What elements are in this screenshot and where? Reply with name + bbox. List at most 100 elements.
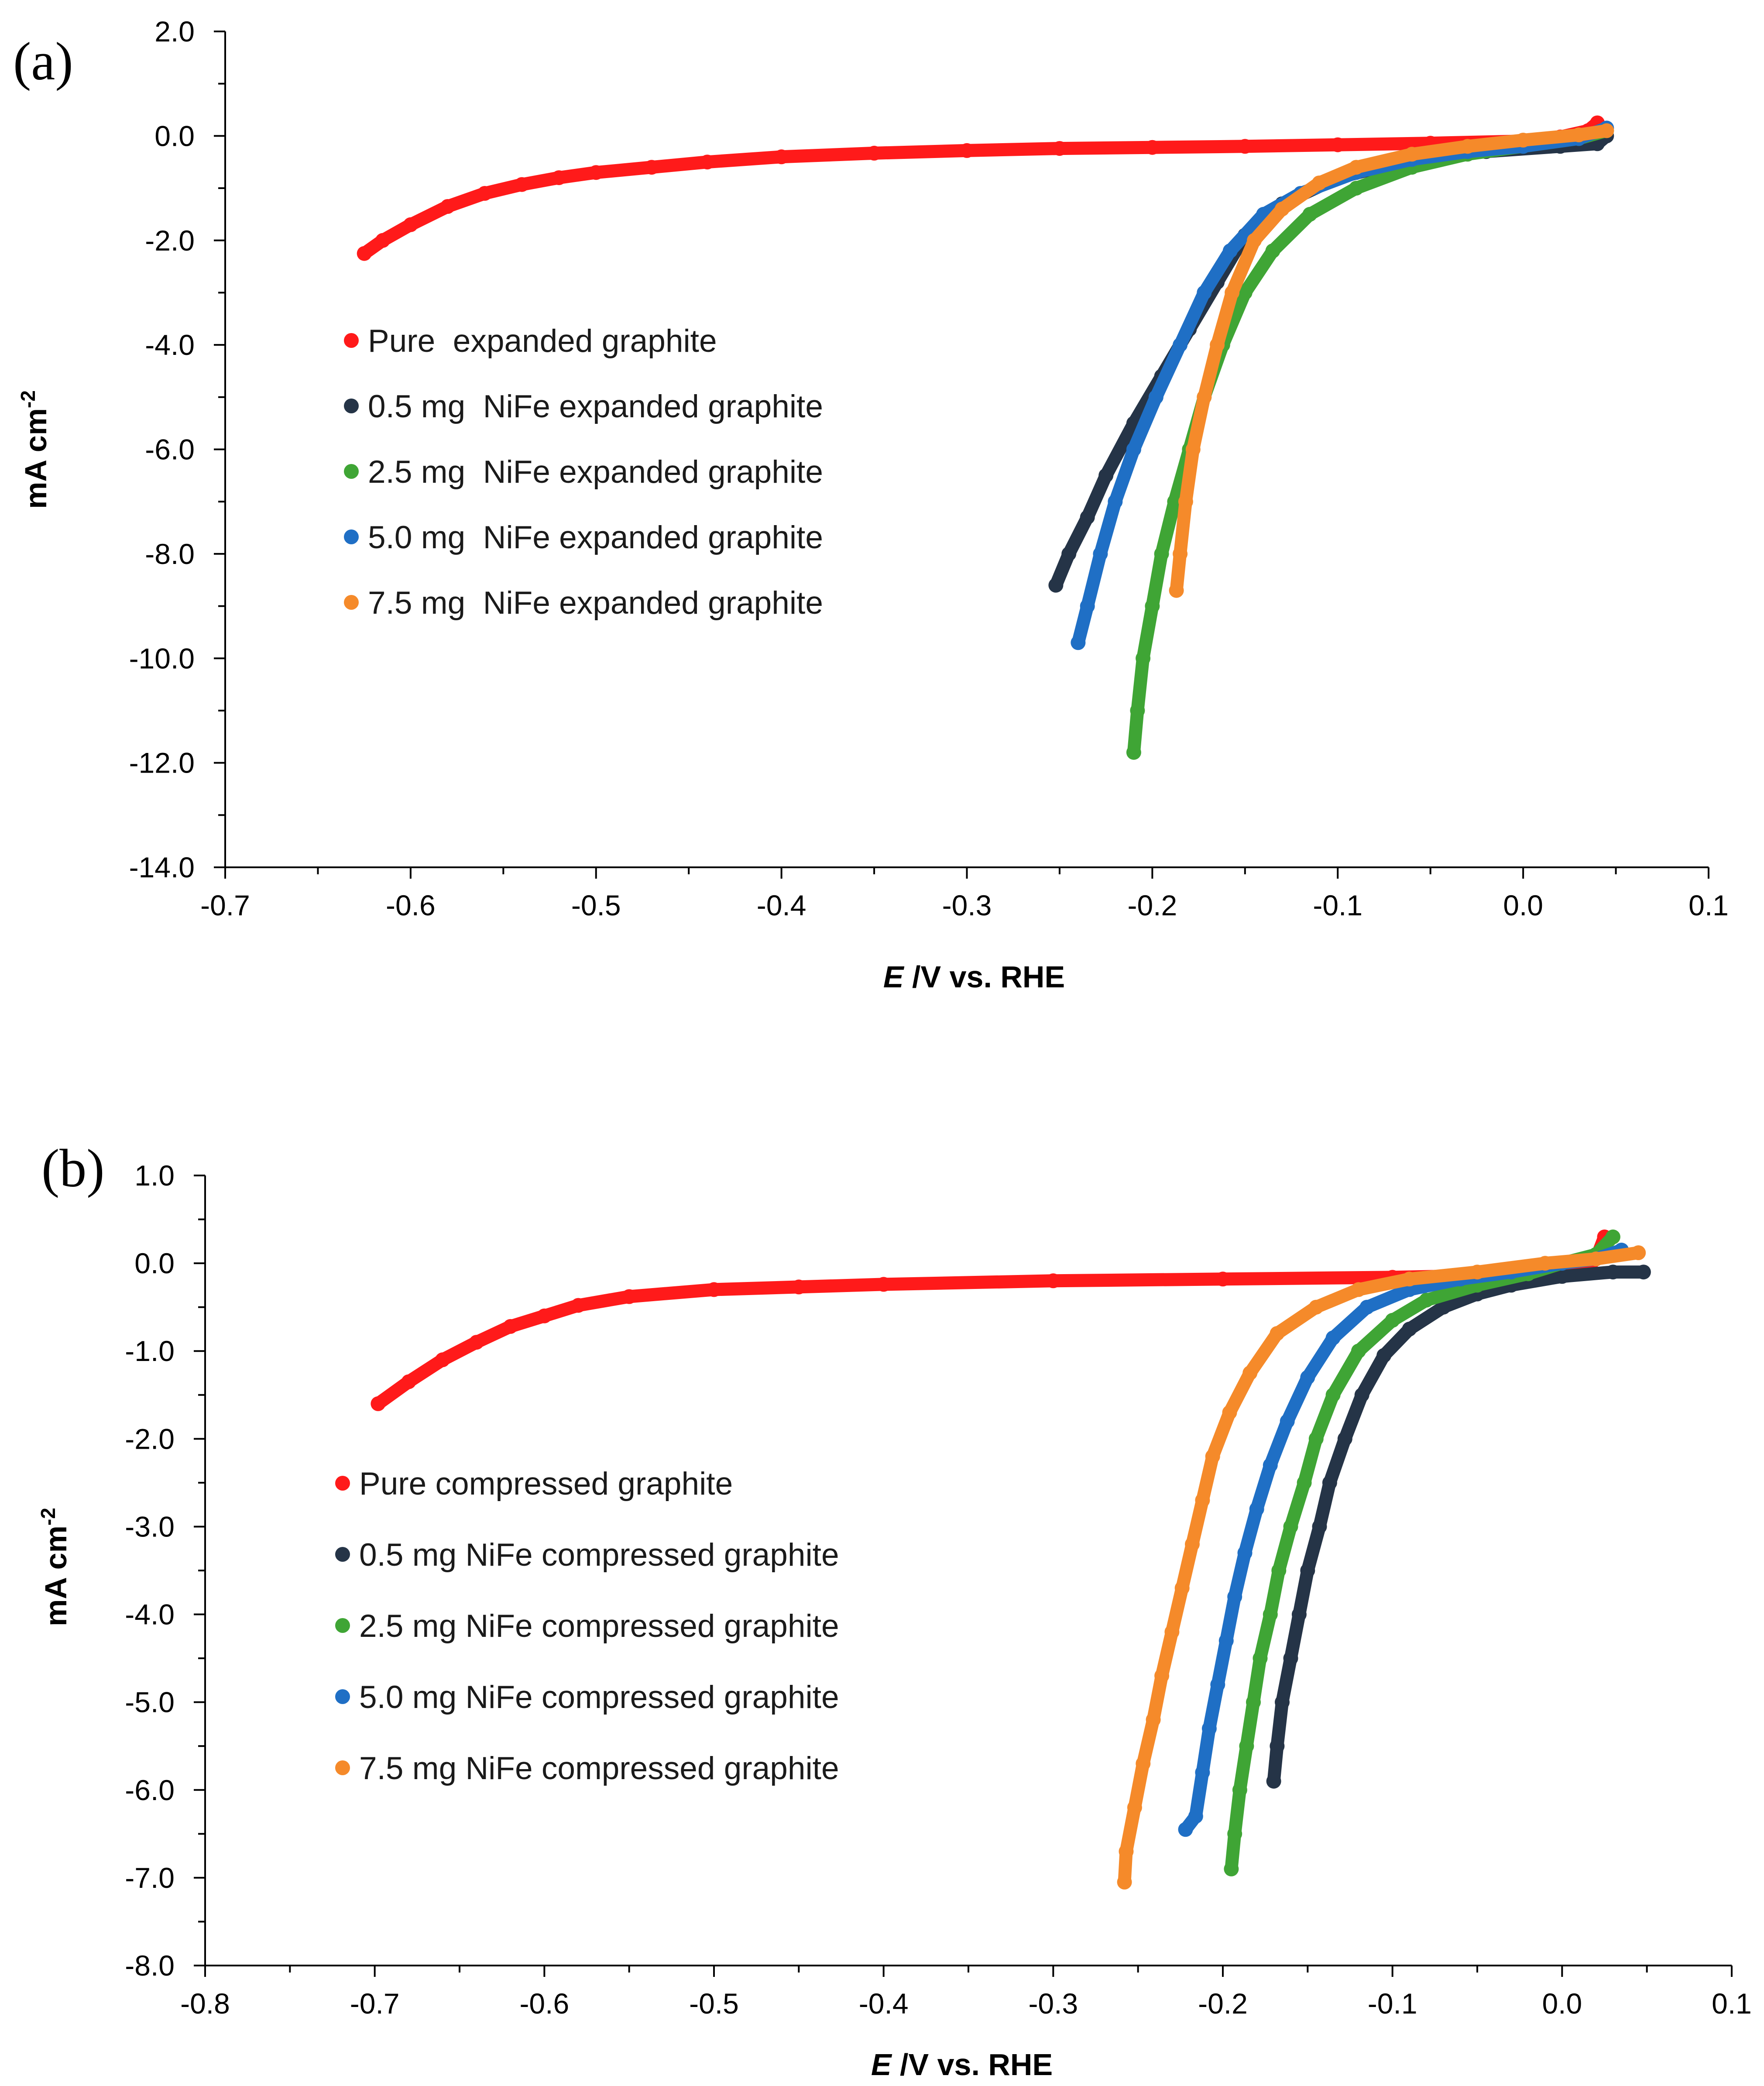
data-point xyxy=(1274,201,1290,217)
legend-label-1: Pure compressed graphite xyxy=(359,1466,733,1502)
data-point xyxy=(1555,1269,1570,1284)
data-point xyxy=(1237,139,1253,154)
panel-a-x-title: E /V vs. RHE xyxy=(883,960,1065,994)
x-tick-label: -0.4 xyxy=(859,1987,909,2020)
data-point xyxy=(551,170,566,186)
data-point xyxy=(1188,1809,1203,1824)
data-point xyxy=(707,1282,721,1297)
data-point xyxy=(588,165,604,180)
data-point xyxy=(1225,285,1240,300)
data-point xyxy=(1145,140,1160,155)
x-tick-label: -0.8 xyxy=(180,1987,230,2020)
data-point xyxy=(1354,1387,1369,1402)
panel-b: (b) -0.8 -0.7 -0.6 -0.5 -0.4 -0.3 -0.2 -0.1 0.0 0… xyxy=(37,1138,1752,2082)
x-tick-label: 0.1 xyxy=(1688,889,1729,921)
data-point xyxy=(1325,1330,1341,1346)
data-point xyxy=(1275,1694,1290,1710)
x-tick-label: 0.1 xyxy=(1712,1987,1752,2020)
data-point xyxy=(1351,1282,1366,1297)
legend-label-2: 0.5 mg NiFe expanded graphite xyxy=(368,389,823,424)
data-point xyxy=(1210,1677,1225,1692)
x-tick-label: -0.1 xyxy=(1368,1987,1417,2020)
data-point xyxy=(1571,127,1586,142)
legend-marker-3 xyxy=(344,464,359,479)
data-point xyxy=(1215,1272,1230,1287)
panel-a-label: (a) xyxy=(13,31,73,91)
x-tick-label: -0.5 xyxy=(689,1987,739,2020)
data-point xyxy=(1164,1624,1180,1639)
y-tick-label: 1.0 xyxy=(134,1159,175,1192)
data-point xyxy=(1218,1633,1234,1648)
data-point xyxy=(1246,1694,1261,1710)
data-point xyxy=(469,1335,484,1350)
y-tick-label: -8.0 xyxy=(125,1949,175,1982)
data-point xyxy=(1308,1431,1324,1447)
y-tick-label: -7.0 xyxy=(125,1862,175,1894)
data-point xyxy=(1174,1581,1190,1596)
data-point xyxy=(1265,243,1280,258)
data-point xyxy=(1185,1536,1200,1552)
data-point xyxy=(503,1319,518,1334)
data-point xyxy=(1173,546,1188,561)
panel-a-y-ticks: 2.0 0.0 -2.0 -4.0 -6.0 -8.0 -10.0 -12.0 -14.0 xyxy=(129,15,225,883)
data-point xyxy=(1224,1861,1239,1876)
x-tick-label: -0.4 xyxy=(757,889,806,921)
legend-marker-4 xyxy=(335,1689,350,1704)
data-point xyxy=(1516,133,1531,148)
data-point xyxy=(1266,1773,1281,1789)
data-point xyxy=(1263,1607,1278,1622)
x-tick-label: -0.3 xyxy=(942,889,992,921)
panel-b-x-ticks: -0.8 -0.7 -0.6 -0.5 -0.4 -0.3 -0.2 -0.1 0.0 0.1 xyxy=(180,1966,1752,2020)
data-point xyxy=(440,199,455,214)
data-point xyxy=(959,143,975,158)
data-point xyxy=(1337,1431,1352,1447)
data-point xyxy=(1239,1739,1254,1754)
y-tick-label: -8.0 xyxy=(145,538,195,570)
data-point xyxy=(1247,233,1262,248)
data-point xyxy=(1300,1563,1315,1578)
y-tick-label: 2.0 xyxy=(154,15,195,48)
data-point xyxy=(371,1396,386,1411)
data-point xyxy=(1351,1344,1366,1359)
data-point xyxy=(1227,1826,1242,1842)
panel-a: (a) -0.7 -0.6 -0.5 -0.4 -0.3 -0.2 -0.1 0.0 0.1 2… xyxy=(13,15,1729,994)
data-point xyxy=(1242,1365,1258,1381)
data-point xyxy=(1631,1245,1646,1260)
data-point xyxy=(1052,141,1067,156)
legend-marker-2 xyxy=(335,1547,350,1562)
data-point xyxy=(1470,1265,1485,1280)
series-line-2 xyxy=(1267,1265,1650,1788)
legend-marker-2 xyxy=(344,399,359,413)
data-point xyxy=(1119,1844,1134,1859)
data-point xyxy=(571,1298,586,1313)
data-point xyxy=(867,145,882,161)
data-point xyxy=(1300,1370,1315,1385)
data-point xyxy=(1312,1519,1327,1534)
data-point xyxy=(1080,510,1095,525)
x-tick-label: 0.0 xyxy=(1542,1987,1582,2020)
data-point xyxy=(1349,181,1364,196)
data-point xyxy=(1222,1405,1237,1420)
legend-label-5: 7.5 mg NiFe expanded graphite xyxy=(368,585,823,621)
data-point xyxy=(1460,139,1475,154)
data-point xyxy=(1093,546,1108,561)
legend-marker-5 xyxy=(335,1760,350,1775)
data-point xyxy=(1419,1292,1434,1308)
data-point xyxy=(1249,1502,1264,1517)
data-point xyxy=(435,1352,450,1368)
data-point xyxy=(1185,442,1201,457)
data-point xyxy=(1071,635,1086,650)
data-point xyxy=(1237,1545,1253,1560)
data-point xyxy=(644,160,659,175)
x-tick-label: -0.2 xyxy=(1198,1987,1248,2020)
panel-a-series xyxy=(357,115,1614,760)
data-point xyxy=(1117,1874,1132,1890)
data-point xyxy=(1108,494,1123,509)
legend-label-2: 0.5 mg NiFe compressed graphite xyxy=(359,1537,839,1573)
data-point xyxy=(621,1289,637,1304)
data-point xyxy=(1173,337,1188,353)
y-tick-label: -1.0 xyxy=(125,1335,175,1367)
x-tick-label: -0.6 xyxy=(386,889,436,921)
data-point xyxy=(1205,1449,1220,1464)
